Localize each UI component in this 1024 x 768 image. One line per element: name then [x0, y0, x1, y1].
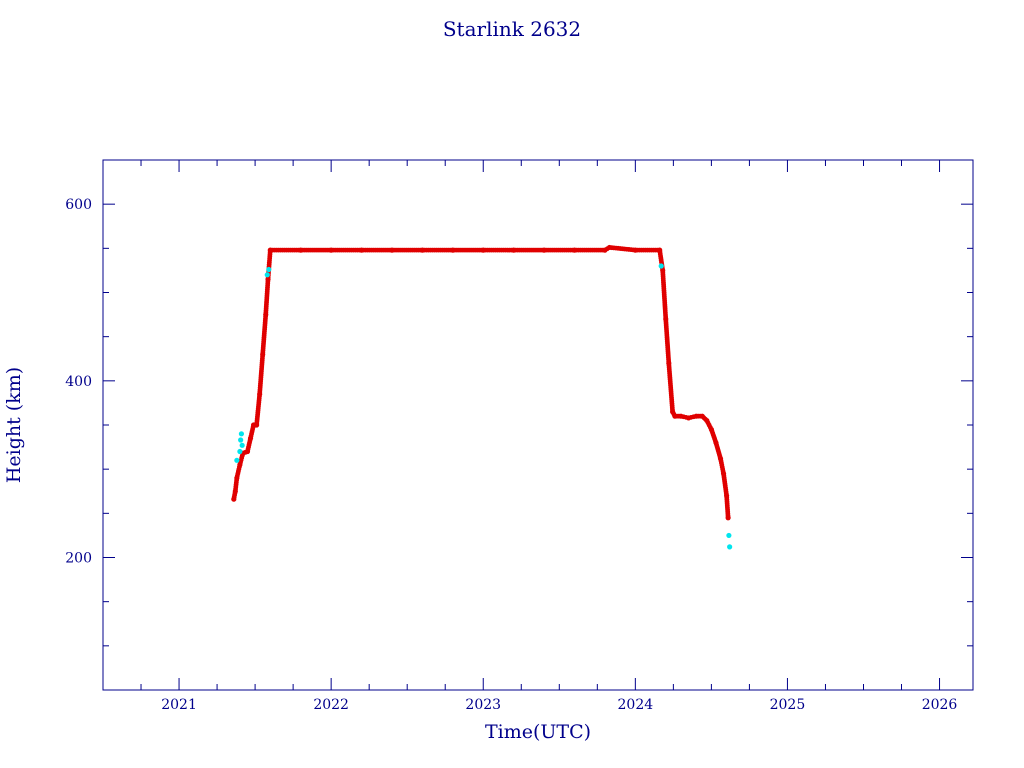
y-tick-label: 400: [65, 374, 92, 390]
data-point: [264, 272, 270, 278]
x-tick-label: 2026: [922, 697, 958, 713]
data-point: [234, 457, 240, 463]
x-tick-label: 2025: [770, 697, 806, 713]
x-tick-label: 2021: [161, 697, 197, 713]
data-point: [658, 263, 664, 269]
data-points: [231, 244, 733, 550]
data-point: [266, 266, 272, 273]
y-tick-label: 600: [65, 197, 92, 213]
data-point: [239, 442, 245, 448]
x-tick-label: 2024: [618, 697, 654, 713]
axis-tick-labels: 2021 2022 2023 2024 2025 2026 200 400 600: [65, 197, 957, 713]
data-point: [237, 448, 243, 455]
data-point: [725, 515, 731, 521]
x-axis-label: Time(UTC): [485, 721, 591, 743]
y-tick-label: 200: [65, 551, 92, 567]
axis-ticks: [102, 159, 973, 691]
data-point: [238, 437, 244, 443]
chart-title: Starlink 2632: [443, 17, 581, 41]
plot-frame: [102, 159, 974, 691]
data-point: [727, 544, 733, 550]
y-axis-label: Height (km): [3, 367, 25, 483]
data-point: [726, 532, 732, 539]
x-tick-label: 2023: [465, 697, 501, 713]
data-point: [238, 431, 245, 437]
x-tick-label: 2022: [313, 697, 349, 713]
